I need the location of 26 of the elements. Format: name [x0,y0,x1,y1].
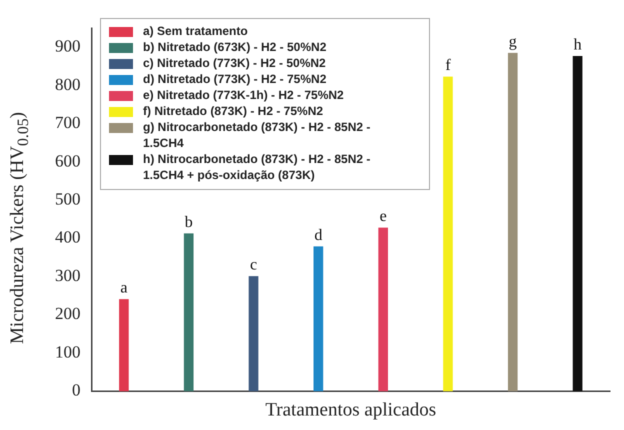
y-tick-label: 300 [55,266,80,285]
data-label: g [508,33,517,50]
data-label: h [574,36,582,54]
x-axis-title: Tratamentos aplicados [265,400,436,421]
y-tick-label: 700 [55,113,80,132]
data-label: a [120,280,128,297]
y-tick-label: 800 [55,74,80,94]
y-tick-label: 0 [72,380,80,400]
y-tick-label: 600 [55,151,80,170]
y-tick-label: 200 [55,304,80,324]
data-label: c [250,256,258,274]
data-label: f [445,57,452,74]
y-tick-label: 900 [55,36,80,56]
legend-label: c) Nitretado (773K) - H2 - 50%N2 [143,55,327,71]
data-label: d [314,226,322,244]
y-tick-label: 500 [55,190,80,209]
legend-label: b) Nitretado (673K) - H2 - 50%N2 [143,39,328,55]
legend-label: e) Nitretado (773K-1h) - H2 - 75%N2 [143,87,345,103]
data-label: e [380,208,387,226]
legend-label: d) Nitretado (773K) - H2 - 75%N2 [143,71,328,87]
y-tick-label: 400 [55,228,80,247]
y-tick-label: 100 [55,342,80,362]
legend-label: a) Sem tratamento [143,23,249,39]
legend-label: h) Nitrocarbonetado (873K) - H2 - 85N2 - 1.5CH4 + pós-oxidação (873K) [143,151,372,183]
legend-label: f) Nitretado (873K) - H2 - 75%N2 [143,103,324,119]
data-label: b [184,214,193,231]
